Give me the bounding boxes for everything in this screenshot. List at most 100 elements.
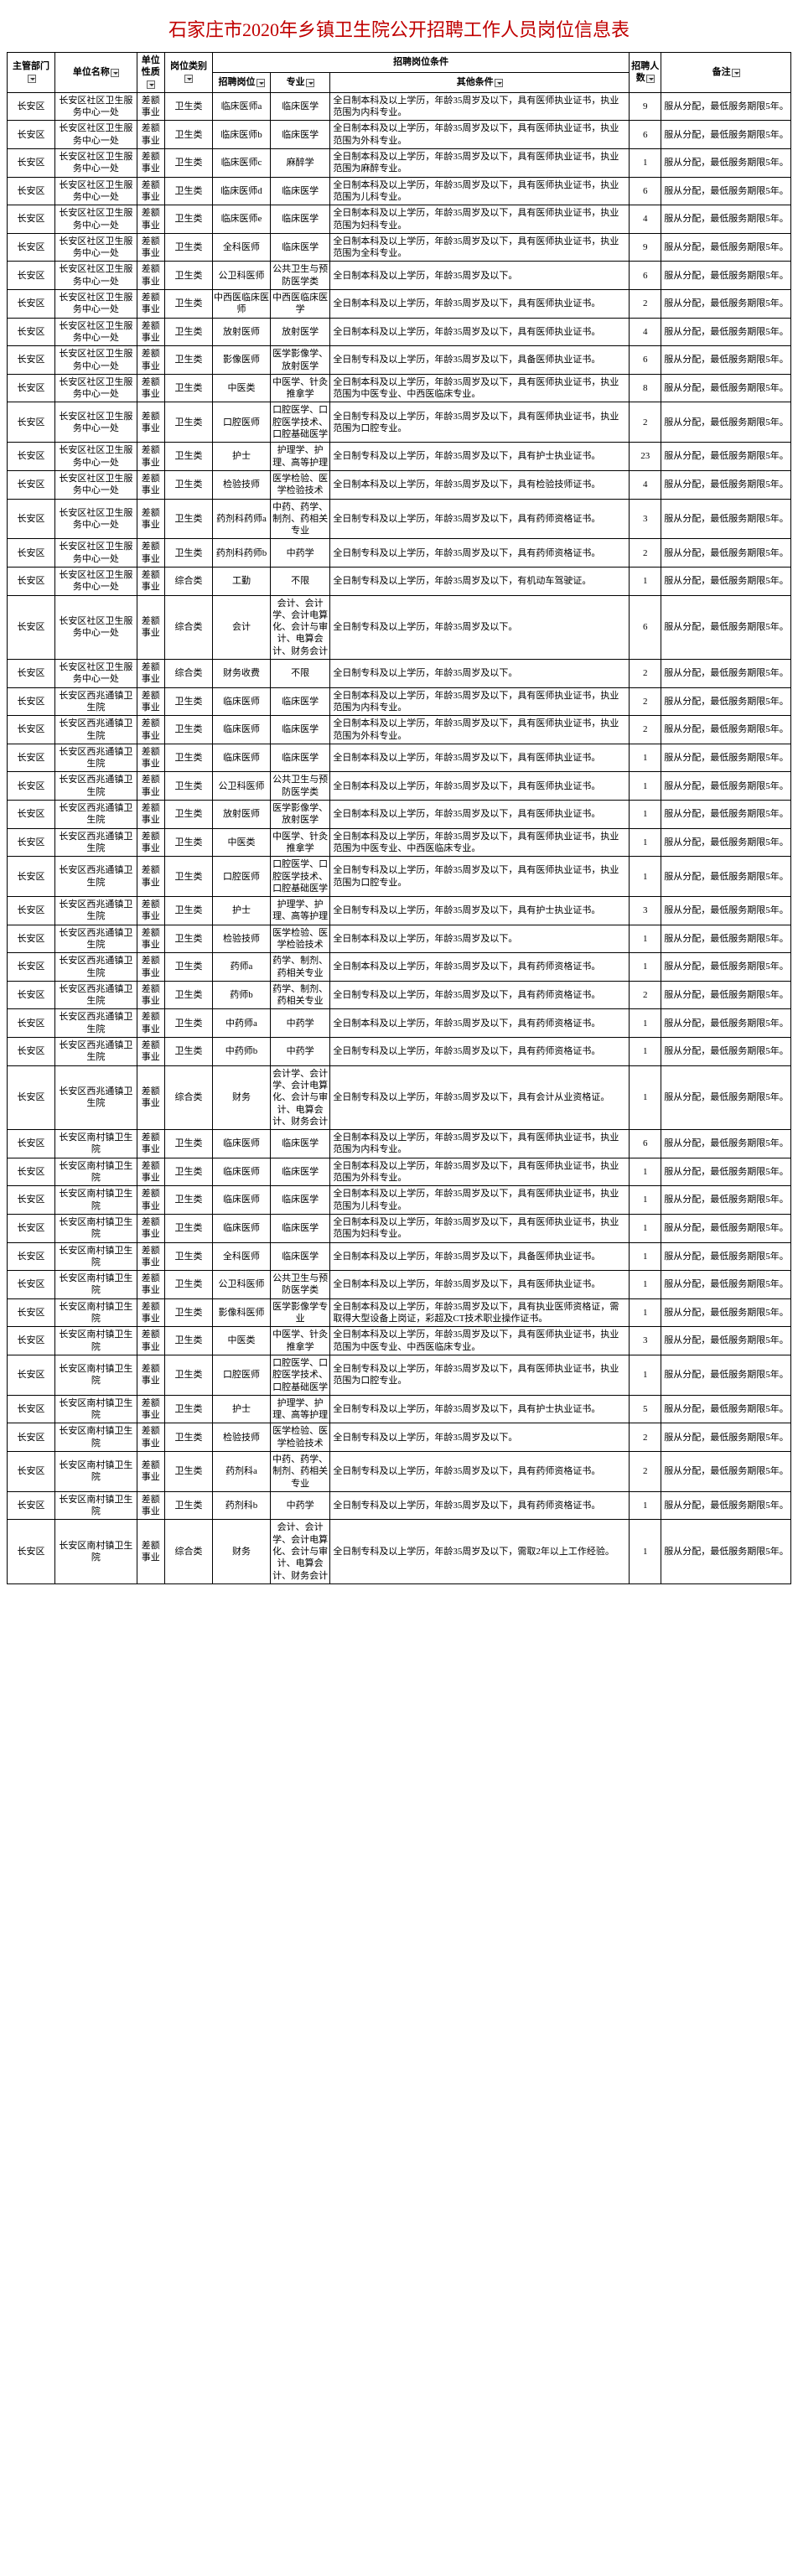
cell-other: 全日制本科及以上学历，年龄35周岁及以下，具有医师执业证书，执业范围为妇科专业。 <box>330 205 630 234</box>
cell-unit: 长安区社区卫生服务中心一处 <box>55 539 137 568</box>
cell-remark: 服从分配，最低服务期限5年。 <box>661 402 791 443</box>
cell-posname: 护士 <box>213 443 271 471</box>
cell-posname: 财务 <box>213 1520 271 1583</box>
filter-icon[interactable] <box>28 75 36 83</box>
th-dept[interactable]: 主管部门 <box>8 53 55 93</box>
table-row: 长安区长安区西兆通镇卫生院差额事业卫生类口腔医师口腔医学、口腔医学技术、口腔基础… <box>8 857 791 897</box>
cell-count: 4 <box>630 470 661 499</box>
cell-dept: 长安区 <box>8 262 55 290</box>
cell-other: 全日制专科及以上学历，年龄35周岁及以下，具备医师执业证书。 <box>330 346 630 375</box>
filter-icon[interactable] <box>184 75 193 83</box>
cell-nature: 差额事业 <box>137 346 164 375</box>
table-row: 长安区长安区南村镇卫生院差额事业卫生类公卫科医师公共卫生与预防医学类全日制本科及… <box>8 1271 791 1299</box>
cell-other: 全日制专科及以上学历，年龄35周岁及以下，具有会计从业资格证。 <box>330 1065 630 1129</box>
cell-major: 中医学、针灸推拿学 <box>271 374 330 402</box>
cell-other: 全日制本科及以上学历，年龄35周岁及以下，具有医师执业证书，执业范围为中医专业、… <box>330 374 630 402</box>
th-remark[interactable]: 备注 <box>661 53 791 93</box>
cell-other: 全日制专科及以上学历，年龄35周岁及以下，具有药师资格证书。 <box>330 981 630 1009</box>
cell-posname: 影像科医师 <box>213 1298 271 1327</box>
cell-remark: 服从分配，最低服务期限5年。 <box>661 318 791 346</box>
cell-major: 医学影像学专业 <box>271 1298 330 1327</box>
cell-poscat: 卫生类 <box>164 1395 212 1423</box>
cell-count: 6 <box>630 121 661 149</box>
cell-unit: 长安区社区卫生服务中心一处 <box>55 92 137 121</box>
cell-nature: 差额事业 <box>137 660 164 688</box>
th-other[interactable]: 其他条件 <box>330 72 630 92</box>
cell-major: 临床医学 <box>271 177 330 205</box>
th-unit[interactable]: 单位名称 <box>55 53 137 93</box>
cell-nature: 差额事业 <box>137 1520 164 1583</box>
cell-count: 3 <box>630 499 661 539</box>
cell-other: 全日制本科及以上学历，年龄35周岁及以下，具有检验技师证书。 <box>330 470 630 499</box>
cell-posname: 临床医师a <box>213 92 271 121</box>
filter-icon[interactable] <box>111 69 119 77</box>
filter-icon[interactable] <box>256 79 265 87</box>
cell-nature: 差额事业 <box>137 687 164 716</box>
cell-dept: 长安区 <box>8 953 55 982</box>
cell-major: 医学影像学、放射医学 <box>271 801 330 829</box>
cell-posname: 检验技师 <box>213 470 271 499</box>
cell-posname: 护士 <box>213 1395 271 1423</box>
cell-major: 中药、药学、制剂、药相关专业 <box>271 1451 330 1491</box>
cell-dept: 长安区 <box>8 1451 55 1491</box>
table-row: 长安区长安区西兆通镇卫生院差额事业卫生类放射医师医学影像学、放射医学全日制本科及… <box>8 801 791 829</box>
cell-poscat: 卫生类 <box>164 1451 212 1491</box>
cell-unit: 长安区社区卫生服务中心一处 <box>55 346 137 375</box>
cell-poscat: 卫生类 <box>164 981 212 1009</box>
cell-other: 全日制专科及以上学历，年龄35周岁及以下。 <box>330 595 630 659</box>
cell-nature: 差额事业 <box>137 262 164 290</box>
th-nature[interactable]: 单位性质 <box>137 53 164 93</box>
cell-poscat: 卫生类 <box>164 1298 212 1327</box>
cell-posname: 工勤 <box>213 567 271 595</box>
cell-unit: 长安区社区卫生服务中心一处 <box>55 149 137 178</box>
filter-icon[interactable] <box>495 79 503 87</box>
cell-posname: 临床医师 <box>213 716 271 744</box>
cell-unit: 长安区西兆通镇卫生院 <box>55 772 137 801</box>
cell-nature: 差额事业 <box>137 1395 164 1423</box>
filter-icon[interactable] <box>732 69 740 77</box>
cell-dept: 长安区 <box>8 828 55 857</box>
table-row: 长安区长安区南村镇卫生院差额事业综合类财务会计、会计学、会计电算化、会计与审计、… <box>8 1520 791 1583</box>
filter-icon[interactable] <box>306 79 314 87</box>
cell-remark: 服从分配，最低服务期限5年。 <box>661 801 791 829</box>
cell-remark: 服从分配，最低服务期限5年。 <box>661 687 791 716</box>
table-row: 长安区长安区南村镇卫生院差额事业卫生类全科医师临床医学全日制本科及以上学历，年龄… <box>8 1242 791 1271</box>
cell-remark: 服从分配，最低服务期限5年。 <box>661 149 791 178</box>
cell-remark: 服从分配，最低服务期限5年。 <box>661 857 791 897</box>
cell-remark: 服从分配，最低服务期限5年。 <box>661 981 791 1009</box>
cell-unit: 长安区西兆通镇卫生院 <box>55 897 137 925</box>
cell-nature: 差额事业 <box>137 205 164 234</box>
cell-poscat: 卫生类 <box>164 1186 212 1215</box>
th-posname[interactable]: 招聘岗位 <box>213 72 271 92</box>
cell-dept: 长安区 <box>8 499 55 539</box>
cell-unit: 长安区南村镇卫生院 <box>55 1242 137 1271</box>
cell-nature: 差额事业 <box>137 1158 164 1186</box>
cell-remark: 服从分配，最低服务期限5年。 <box>661 897 791 925</box>
filter-icon[interactable] <box>646 75 655 83</box>
cell-count: 9 <box>630 233 661 262</box>
th-count[interactable]: 招聘人数 <box>630 53 661 93</box>
cell-dept: 长安区 <box>8 1130 55 1158</box>
cell-dept: 长安区 <box>8 177 55 205</box>
cell-major: 公共卫生与预防医学类 <box>271 1271 330 1299</box>
cell-remark: 服从分配，最低服务期限5年。 <box>661 660 791 688</box>
page-title: 石家庄市2020年乡镇卫生院公开招聘工作人员岗位信息表 <box>7 7 791 52</box>
th-poscat[interactable]: 岗位类别 <box>164 53 212 93</box>
table-row: 长安区长安区南村镇卫生院差额事业卫生类临床医师临床医学全日制本科及以上学历，年龄… <box>8 1158 791 1186</box>
cell-major: 公共卫生与预防医学类 <box>271 262 330 290</box>
cell-count: 1 <box>630 1520 661 1583</box>
cell-count: 6 <box>630 177 661 205</box>
cell-major: 药学、制剂、药相关专业 <box>271 953 330 982</box>
cell-other: 全日制本科及以上学历，年龄35周岁及以下。 <box>330 925 630 953</box>
cell-count: 2 <box>630 402 661 443</box>
cell-unit: 长安区社区卫生服务中心一处 <box>55 233 137 262</box>
cell-posname: 临床医师c <box>213 149 271 178</box>
filter-icon[interactable] <box>147 80 155 89</box>
cell-remark: 服从分配，最低服务期限5年。 <box>661 1130 791 1158</box>
cell-dept: 长安区 <box>8 205 55 234</box>
cell-unit: 长安区社区卫生服务中心一处 <box>55 262 137 290</box>
th-major[interactable]: 专业 <box>271 72 330 92</box>
cell-posname: 药师b <box>213 981 271 1009</box>
cell-nature: 差额事业 <box>137 744 164 772</box>
cell-nature: 差额事业 <box>137 801 164 829</box>
